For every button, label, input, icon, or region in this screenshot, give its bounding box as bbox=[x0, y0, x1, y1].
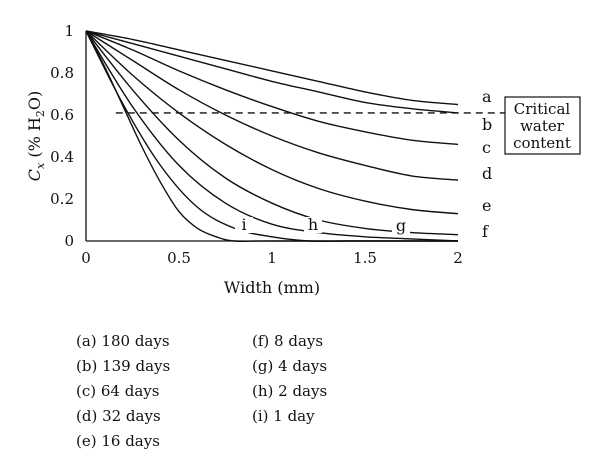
series-line-e bbox=[85, 30, 459, 215]
curve-label-d: d bbox=[482, 164, 492, 183]
series-line-c bbox=[85, 30, 459, 146]
series-line-g bbox=[85, 30, 459, 242]
y-tick-label: 1 bbox=[64, 22, 74, 40]
critical-label-line: water bbox=[520, 117, 565, 135]
x-tick-label: 1.5 bbox=[353, 249, 377, 267]
y-axis-ticks: 0 0.2 0.4 0.6 0.8 1 bbox=[50, 22, 74, 250]
y-tick-label: 0.6 bbox=[50, 106, 74, 124]
critical-label-line: Critical bbox=[514, 100, 571, 118]
legend-item-a: (a) 180 days bbox=[76, 332, 170, 350]
legend-item-f: (f) 8 days bbox=[252, 332, 324, 350]
legend-item-i: (i) 1 day bbox=[252, 407, 315, 425]
x-tick-label: 0 bbox=[81, 249, 91, 267]
series-line-d bbox=[85, 30, 459, 181]
series-line-b bbox=[85, 30, 459, 114]
x-tick-label: 1 bbox=[267, 249, 277, 267]
y-axis-title-c: C bbox=[25, 169, 44, 181]
inline-label-gap bbox=[392, 218, 410, 234]
y-axis-title-subscript-2: 2 bbox=[34, 110, 47, 117]
inline-label-gap bbox=[304, 217, 322, 233]
y-axis-title-unit-end: O) bbox=[25, 91, 44, 110]
y-tick-label: 0.4 bbox=[50, 148, 74, 166]
inline-label-gap bbox=[235, 217, 253, 233]
y-tick-label: 0.8 bbox=[50, 64, 74, 82]
curve-label-b: b bbox=[482, 115, 492, 134]
y-axis-title-unit: (% H bbox=[25, 117, 44, 163]
curve-label-e: e bbox=[482, 196, 491, 215]
inline-label-g: g bbox=[396, 216, 406, 235]
legend-column-2: (f) 8 days (g) 4 days (h) 2 days (i) 1 d… bbox=[252, 329, 327, 429]
legend-item-h: (h) 2 days bbox=[252, 382, 328, 400]
y-tick-label: 0 bbox=[64, 232, 74, 250]
inline-label-i: i bbox=[241, 215, 246, 234]
y-axis-title: Cx (% H2O) bbox=[25, 91, 47, 181]
legend-item-g: (g) 4 days bbox=[252, 357, 328, 375]
inline-label-h: h bbox=[308, 215, 318, 234]
curve-label-a: a bbox=[482, 87, 492, 106]
legend-item-e: (e) 16 days bbox=[76, 432, 160, 450]
x-tick-label: 2 bbox=[453, 249, 463, 267]
curve-label-c: c bbox=[482, 138, 491, 157]
legend-item-b: (b) 139 days bbox=[76, 357, 171, 375]
y-axis-title-subscript-x: x bbox=[34, 162, 47, 169]
x-axis-title: Width (mm) bbox=[224, 278, 320, 297]
legend-column-1: (a) 180 days (b) 139 days (c) 64 days (d… bbox=[76, 329, 170, 454]
y-tick-label: 0.2 bbox=[50, 190, 74, 208]
series-line-a bbox=[85, 30, 459, 106]
legend-item-c: (c) 64 days bbox=[76, 382, 160, 400]
series-line-f bbox=[85, 30, 459, 236]
diffusion-chart: 0 0.5 1 1.5 2 0 0.2 0.4 0.6 0.8 1 Width (mm) Cx (… bbox=[25, 22, 581, 297]
x-axis-ticks: 0 0.5 1 1.5 2 bbox=[81, 249, 463, 267]
critical-label-line: content bbox=[513, 134, 571, 152]
x-tick-label: 0.5 bbox=[167, 249, 191, 267]
series-curves bbox=[85, 30, 459, 243]
critical-water-label-box bbox=[504, 96, 581, 155]
curve-label-f: f bbox=[482, 222, 489, 241]
legend-item-d: (d) 32 days bbox=[76, 407, 161, 425]
